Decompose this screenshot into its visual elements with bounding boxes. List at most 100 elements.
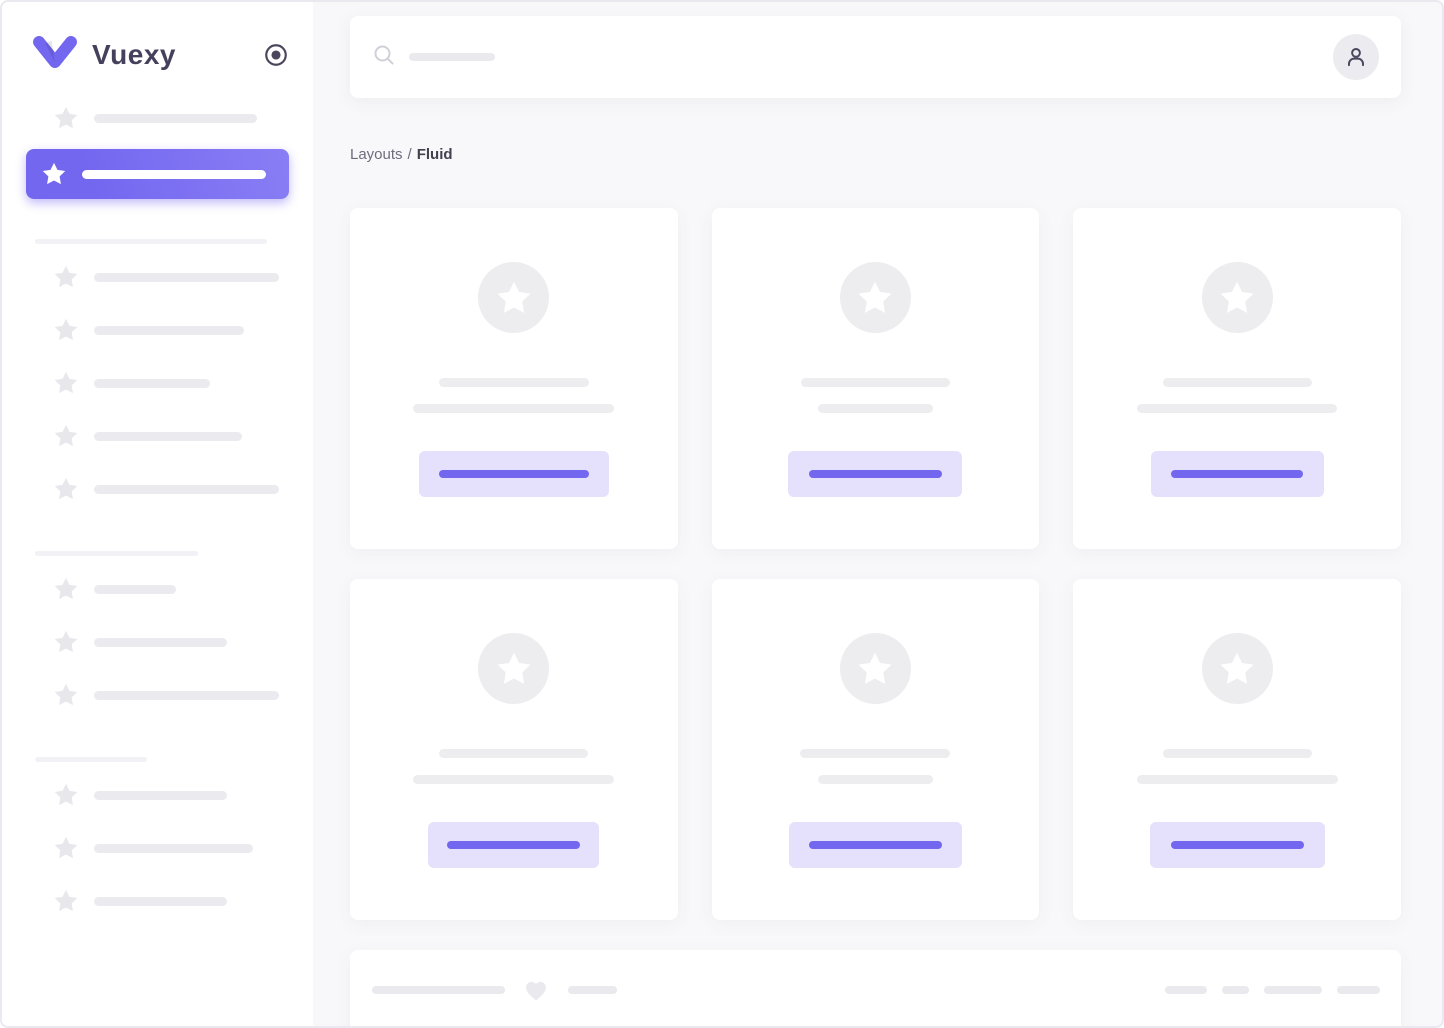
star-icon <box>54 371 78 394</box>
star-icon <box>1220 281 1254 313</box>
star-icon <box>54 318 78 341</box>
star-icon <box>54 836 78 859</box>
card-text-bar-1 <box>1162 378 1312 387</box>
star-icon <box>54 630 78 653</box>
sidebar-item[interactable] <box>14 879 301 923</box>
section-divider <box>35 239 267 244</box>
footer-text-bar <box>372 986 505 994</box>
star-icon <box>497 281 531 313</box>
heart-icon <box>522 976 550 1004</box>
sidebar-item-label-bar <box>94 896 227 906</box>
sidebar-item[interactable] <box>14 567 301 611</box>
star-icon <box>54 424 78 447</box>
sidebar-item-label-bar <box>94 843 253 853</box>
card-button[interactable] <box>788 451 963 497</box>
record-circle-icon <box>265 43 287 66</box>
sidebar-item-label-bar <box>82 169 266 179</box>
search-icon <box>372 43 396 72</box>
card-button[interactable] <box>1150 451 1324 497</box>
card-text-bar-1 <box>438 378 589 387</box>
sidebar-item-label-bar <box>94 325 244 335</box>
card-avatar-circle <box>839 262 911 333</box>
person-icon <box>1347 48 1365 67</box>
star-icon <box>54 577 78 600</box>
top-navbar <box>350 16 1401 98</box>
card-text-bar-2 <box>817 775 933 784</box>
placeholder-card <box>1073 579 1401 920</box>
vuexy-logo-icon[interactable] <box>32 36 78 73</box>
star-icon <box>54 106 78 129</box>
card-text-bar-1 <box>439 749 589 758</box>
sidebar-item[interactable] <box>14 620 301 664</box>
brand-name[interactable]: Vuexy <box>92 38 176 70</box>
footer <box>350 950 1401 1026</box>
card-button-label-bar <box>447 841 581 849</box>
sidebar-item-label-bar <box>94 690 279 700</box>
footer-link-bar[interactable] <box>1222 986 1249 994</box>
search-placeholder-bar <box>409 53 495 61</box>
footer-link-bar[interactable] <box>1165 986 1207 994</box>
breadcrumb-current: Fluid <box>416 146 453 163</box>
section-divider <box>35 757 147 762</box>
card-text-bar-2 <box>413 775 615 784</box>
sidebar-item[interactable] <box>14 414 301 458</box>
breadcrumb-parent[interactable]: Layouts <box>350 146 403 163</box>
star-icon <box>54 889 78 912</box>
card-text-bar-2 <box>413 404 615 413</box>
card-avatar-circle <box>478 633 550 704</box>
star-icon <box>54 477 78 500</box>
footer-link-bar[interactable] <box>1264 986 1322 994</box>
sidebar-item[interactable] <box>14 361 301 405</box>
avatar-button[interactable] <box>1333 34 1379 80</box>
sidebar-item[interactable] <box>14 96 301 140</box>
card-avatar-circle <box>478 262 550 333</box>
placeholder-card <box>350 579 678 920</box>
card-button[interactable] <box>428 822 600 868</box>
card-text-bar-1 <box>800 749 951 758</box>
card-avatar-circle <box>1201 633 1273 704</box>
sidebar-item-label-bar <box>94 790 227 800</box>
sidebar-item[interactable] <box>14 773 301 817</box>
card-button-label-bar <box>438 470 589 478</box>
star-icon <box>1220 652 1254 684</box>
footer-links <box>1165 986 1380 994</box>
sidebar-item-label-bar <box>94 637 227 647</box>
star-icon <box>497 652 531 684</box>
card-text-bar-1 <box>800 378 950 387</box>
sidebar-item[interactable] <box>14 308 301 352</box>
star-icon <box>54 683 78 706</box>
section-divider <box>35 551 198 556</box>
card-button[interactable] <box>418 451 609 497</box>
placeholder-card <box>711 208 1040 549</box>
sidebar: Vuexy <box>2 2 313 1026</box>
star-icon <box>42 162 66 185</box>
search-input[interactable] <box>372 43 1333 72</box>
sidebar-item-active[interactable] <box>26 149 289 199</box>
sidebar-item-label-bar <box>94 378 210 388</box>
card-button[interactable] <box>788 822 962 868</box>
sidebar-item[interactable] <box>14 826 301 870</box>
sidebar-nav <box>2 73 313 923</box>
card-text-bar-2 <box>1137 404 1338 413</box>
sidebar-item-label-bar <box>94 113 257 123</box>
card-button[interactable] <box>1149 822 1325 868</box>
card-button-label-bar <box>1170 841 1304 849</box>
placeholder-card <box>350 208 678 549</box>
card-text-bar-1 <box>1162 749 1312 758</box>
star-icon <box>859 652 892 684</box>
sidebar-item-label-bar <box>94 431 242 441</box>
card-button-label-bar <box>1171 470 1304 478</box>
footer-link-bar[interactable] <box>1337 986 1380 994</box>
sidebar-item[interactable] <box>14 673 301 717</box>
placeholder-card <box>1073 208 1401 549</box>
logo-row: Vuexy <box>2 2 313 73</box>
star-icon <box>54 265 78 288</box>
sidebar-toggle-button[interactable] <box>263 42 289 68</box>
breadcrumb-separator: / <box>407 146 412 163</box>
card-button-label-bar <box>808 470 942 478</box>
sidebar-item[interactable] <box>14 467 301 511</box>
main-area: Layouts / Fluid <box>313 2 1442 1026</box>
footer-left <box>372 976 617 1004</box>
sidebar-item[interactable] <box>14 255 301 299</box>
